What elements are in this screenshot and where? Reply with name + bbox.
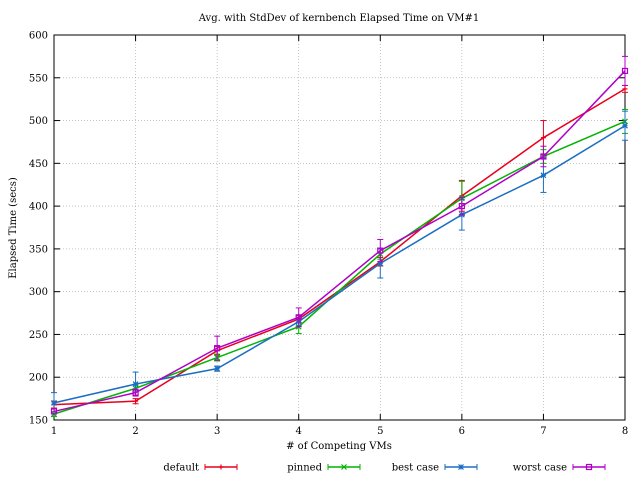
point-marker [51,399,57,406]
legend-item: worst case [513,463,606,474]
y-tick-label: 250 [29,330,48,341]
x-tick-label: 6 [459,426,465,437]
y-tick-label: 150 [29,416,48,427]
y-axis-label: Elapsed Time (secs) [8,177,19,279]
x-tick-label: 3 [214,426,220,437]
legend-label: best case [392,463,439,474]
legend-item: pinned [287,463,361,474]
legend-label: worst case [513,463,567,474]
y-tick-label: 600 [29,31,48,42]
point-marker [214,365,221,372]
chart-title: Avg. with StdDev of kernbench Elapsed Ti… [198,13,480,24]
series-3 [50,55,629,415]
series-line [53,125,626,404]
point-marker [540,172,547,179]
legend-label: default [163,463,199,474]
point-marker [585,463,593,471]
x-tick-label: 5 [377,426,383,437]
point-marker [50,408,58,415]
x-tick-label: 4 [296,426,302,437]
point-marker [621,67,629,75]
series-line [53,88,626,406]
y-tick-label: 500 [29,116,48,127]
series-layer [50,55,629,418]
y-tick-label: 300 [29,287,48,298]
grid [54,35,625,420]
point-marker [540,153,547,160]
y-tick-label: 200 [29,373,48,384]
legend: default pinned best case worst case [163,463,606,474]
legend-label: pinned [287,463,322,474]
series-0 [51,84,628,409]
point-marker [214,345,221,352]
point-marker [377,247,384,254]
y-tick-label: 400 [29,202,48,213]
x-axis-label: # of Competing VMs [286,441,392,452]
axis-ticks: 150 200 250 300 350 400 450 500 550 600 1 2 3 4 5 6 7 8 [29,31,628,438]
x-tick-label: 2 [132,426,138,437]
point-marker [458,203,465,210]
x-tick-label: 1 [51,426,57,437]
legend-item: best case [392,463,478,474]
y-tick-label: 350 [29,244,48,255]
series-line [53,70,626,413]
y-tick-label: 450 [29,159,48,170]
y-tick-label: 550 [29,73,48,84]
legend-item: default [163,463,238,474]
point-marker [622,122,628,129]
series-line [53,120,626,415]
point-marker [132,389,139,396]
point-marker [458,464,464,470]
point-marker [132,381,139,387]
point-marker [295,314,302,321]
plot-frame [53,34,626,421]
x-tick-label: 8 [622,426,628,437]
x-tick-label: 7 [540,426,546,437]
point-marker [341,464,347,470]
